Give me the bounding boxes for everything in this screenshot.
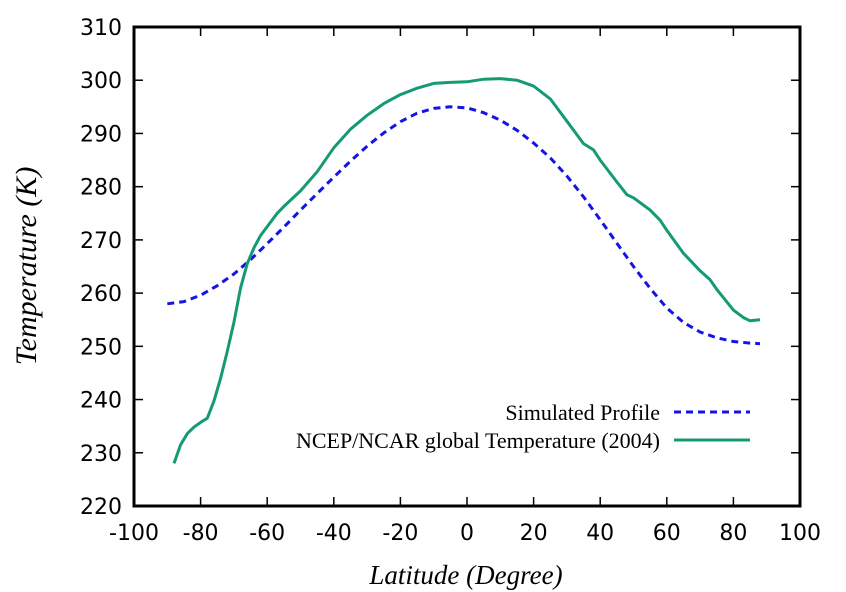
- series-line-ncep-ncar-temperature: [172, 77, 761, 464]
- x-tick-label: 20: [520, 521, 548, 546]
- x-tick-label: -60: [249, 521, 285, 546]
- ticks-layer: -100 -80 -60 -40 -20 0 20 40 60 80 100 220 230 240 250…: [80, 16, 821, 546]
- x-tick-label: -100: [109, 521, 159, 546]
- y-tick-label: 240: [80, 389, 122, 414]
- x-tick-label: -20: [382, 521, 418, 546]
- y-tick-label: 230: [80, 442, 122, 467]
- y-tick-label: 220: [80, 495, 122, 520]
- y-tick-label: 300: [80, 69, 122, 94]
- legend-label: Simulated Profile: [505, 400, 660, 425]
- y-tick-label: 310: [80, 16, 122, 41]
- series-layer: [167, 77, 761, 464]
- x-tick-label: 100: [779, 521, 821, 546]
- y-tick-label: 290: [80, 122, 122, 147]
- legend: Simulated Profile NCEP/NCAR global Temper…: [296, 400, 750, 453]
- y-tick-label: 270: [80, 229, 122, 254]
- legend-label: NCEP/NCAR global Temperature (2004): [296, 428, 660, 453]
- y-tick-label: 250: [80, 335, 122, 360]
- y-tick-label: 260: [80, 282, 122, 307]
- x-tick-label: -80: [183, 521, 219, 546]
- y-axis-title: Temperature (K): [10, 167, 43, 366]
- series-line-simulated-profile: [167, 105, 761, 346]
- x-tick-label: 40: [586, 521, 614, 546]
- y-tick-label: 280: [80, 176, 122, 201]
- x-axis-title: Latitude (Degree): [368, 560, 562, 590]
- x-tick-label: -40: [316, 521, 352, 546]
- x-tick-label: 60: [653, 521, 681, 546]
- x-tick-label: 0: [460, 521, 474, 546]
- x-tick-label: 80: [719, 521, 747, 546]
